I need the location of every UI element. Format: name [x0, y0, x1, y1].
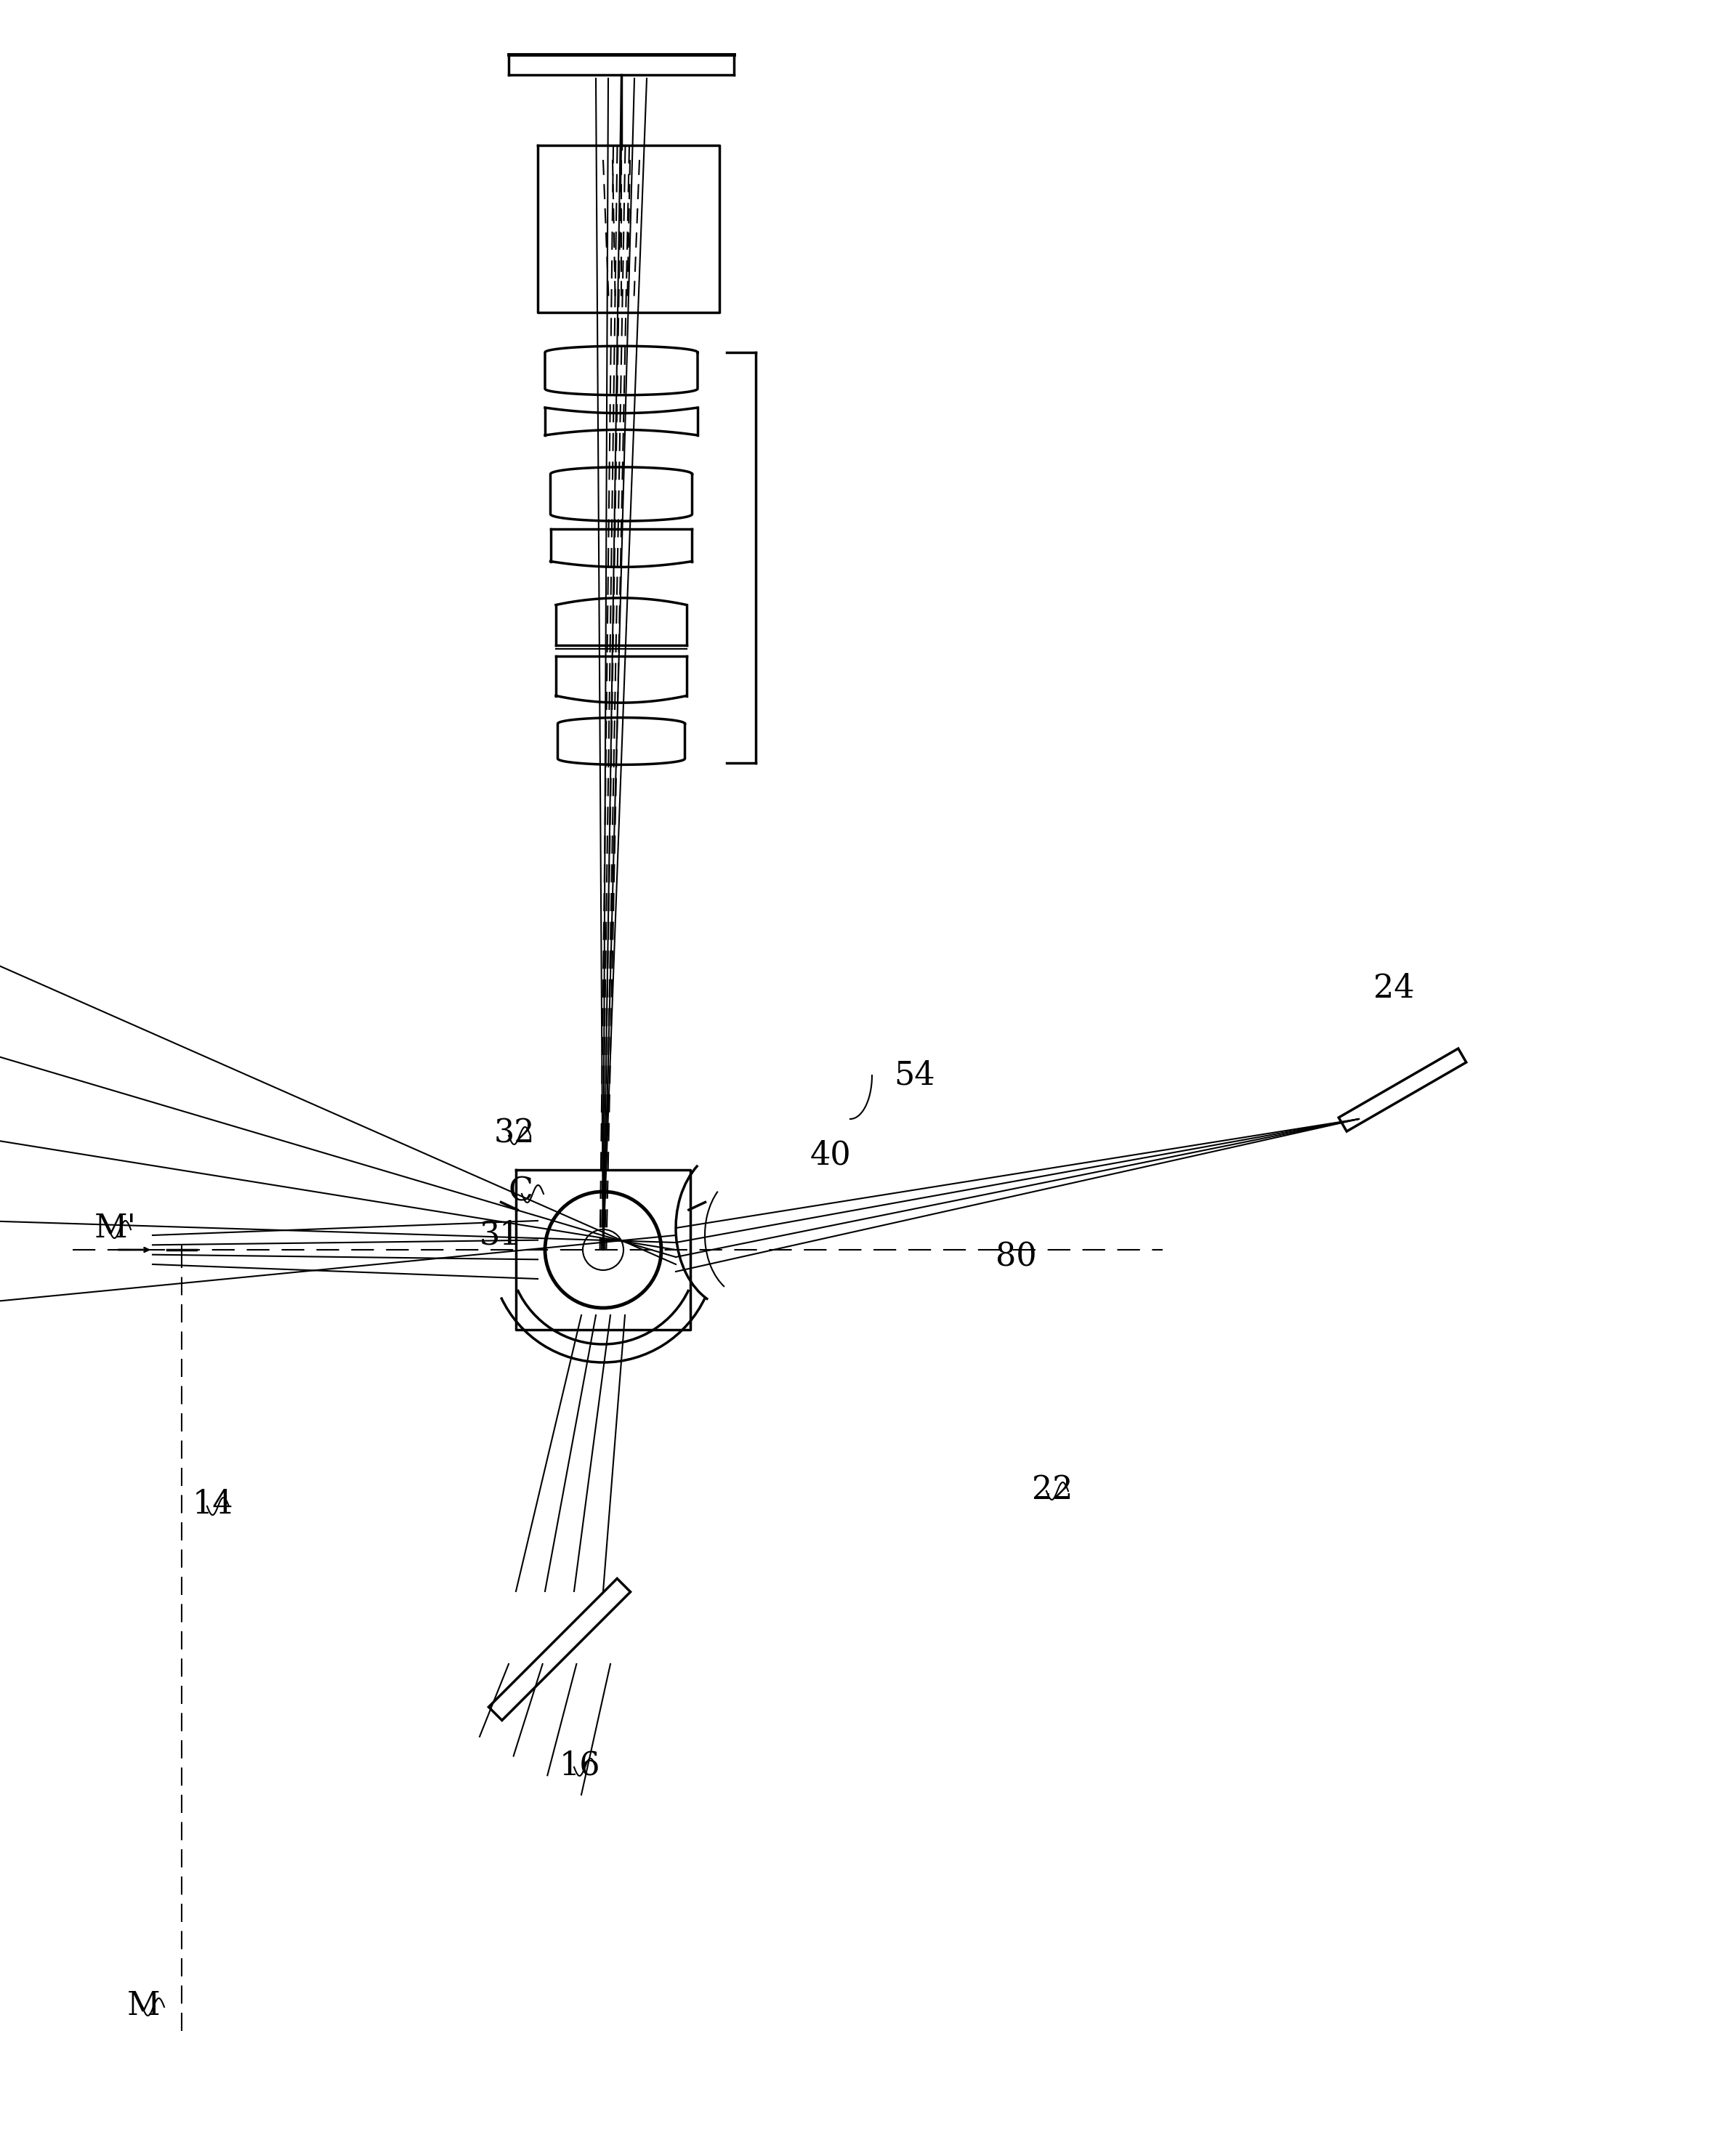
Text: 32: 32 [495, 1118, 535, 1150]
Text: C: C [509, 1175, 533, 1207]
Text: 40: 40 [811, 1139, 851, 1171]
Text: 31: 31 [479, 1220, 521, 1252]
Text: 24: 24 [1373, 973, 1415, 1005]
Text: 14: 14 [193, 1488, 234, 1520]
Text: M: M [127, 1991, 160, 2020]
Text: M': M' [94, 1211, 137, 1243]
Text: 54: 54 [894, 1060, 936, 1090]
Text: 80: 80 [995, 1241, 1036, 1273]
Text: 22: 22 [1031, 1473, 1073, 1505]
Text: 16: 16 [559, 1750, 601, 1782]
